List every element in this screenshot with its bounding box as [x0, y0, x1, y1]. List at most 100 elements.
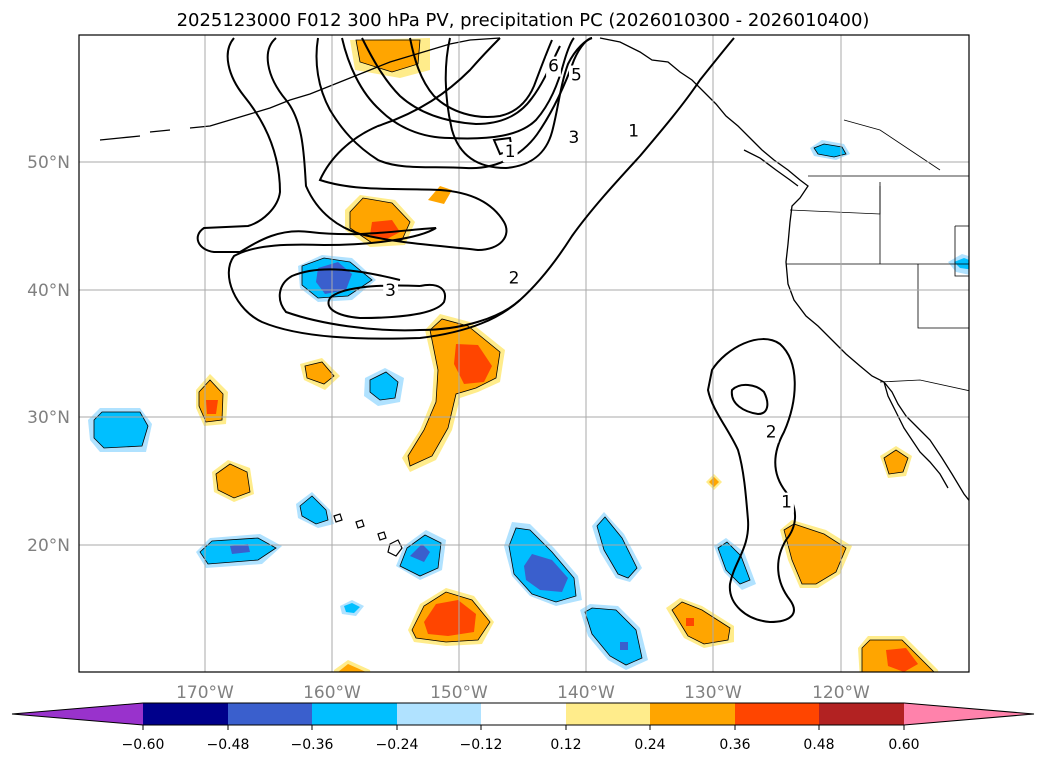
lon-label-170W: 170°W	[176, 683, 234, 703]
pv-label-background	[763, 422, 779, 443]
hawaii-island	[387, 539, 403, 557]
pv-label: 6	[548, 57, 559, 77]
colorbar-tick-label: −0.48	[207, 737, 250, 753]
precip-positive-area	[454, 344, 492, 384]
latitude-labels: 50°N 40°N 30°N 20°N	[27, 153, 70, 556]
precip-positive-area	[784, 524, 846, 584]
lon-label-140W: 140°W	[557, 683, 615, 703]
pv-label-background	[506, 268, 522, 289]
colorbar-tick-label: −0.60	[122, 737, 165, 753]
pv-contour-2	[266, 37, 521, 332]
precip-outline	[508, 527, 577, 603]
precip-outline	[783, 523, 847, 585]
precip-negative-area	[230, 544, 250, 554]
precip-outline	[399, 534, 442, 577]
precip-outline	[861, 639, 935, 672]
colorbar-ticks	[142, 725, 905, 730]
colorbar-segment	[819, 703, 904, 725]
pv-label: 2	[766, 423, 777, 443]
vancouver-island	[743, 149, 799, 187]
colorbar-tick-label: −0.12	[460, 737, 503, 753]
precip-negative-area	[410, 544, 430, 562]
colorbar: −0.60 −0.48 −0.36 −0.24 −0.12 0.12 0.24 …	[11, 702, 1035, 753]
precip-outline	[813, 143, 847, 158]
pv-contour-east-cutoff	[706, 338, 796, 624]
pv-contour-3	[315, 37, 593, 320]
state-border-ca-nv	[879, 182, 969, 329]
pv-label-background	[383, 281, 399, 301]
pv-contour-labels: 6 5 3 1 1 2 3 2 1	[383, 56, 794, 513]
colorbar-tick-label: 0.24	[634, 737, 665, 753]
precip-negative-area	[814, 144, 846, 157]
precip-positive-area	[886, 648, 918, 672]
precip-outline	[198, 379, 224, 423]
pv-contour-1-outer	[196, 37, 735, 340]
colorbar-tick-label: 0.60	[888, 737, 919, 753]
political-borders	[786, 119, 969, 392]
lat-label-50N: 50°N	[27, 153, 70, 173]
north-america-coastline	[599, 37, 969, 502]
precip-positive-area	[884, 450, 908, 474]
colorbar-tick-label: 0.48	[803, 737, 834, 753]
kauai-island	[333, 513, 343, 523]
lon-label-130W: 130°W	[684, 683, 742, 703]
colorbar-segment	[566, 703, 650, 725]
us-mexico-border	[879, 379, 969, 392]
precip-negative-area	[300, 496, 328, 524]
precip-outline	[671, 601, 731, 645]
maui-island	[377, 531, 387, 541]
pv-label-background	[568, 65, 584, 86]
lat-label-30N: 30°N	[27, 408, 70, 428]
precip-negative-area	[718, 542, 750, 584]
pv-label: 1	[505, 142, 516, 162]
pv-contour-6	[409, 37, 553, 118]
pv-label: 2	[509, 268, 520, 288]
precip-positive-area	[206, 400, 218, 414]
colorbar-segment	[143, 703, 228, 725]
pv-label-background	[779, 492, 794, 513]
precip-positive-area	[356, 40, 420, 72]
colorbar-tick-label: −0.24	[376, 737, 419, 753]
pv-label: 1	[628, 122, 639, 142]
precip-negative-area	[524, 554, 568, 592]
colorbar-segment	[650, 703, 735, 725]
pv-label-background	[502, 142, 518, 162]
precip-outlines	[93, 39, 935, 672]
pv-contours	[196, 37, 796, 624]
precip-negative-area	[620, 642, 628, 650]
precip-positive-area	[305, 362, 334, 384]
hawaiian-islands	[333, 513, 403, 557]
precip-outline	[717, 541, 751, 585]
pv-contour-5	[361, 37, 561, 126]
pv-contour-4	[341, 37, 575, 140]
precip-negative-area	[370, 372, 398, 400]
lat-label-40N: 40°N	[27, 281, 70, 301]
colorbar-segment	[12, 703, 143, 725]
colorbar-tick-label: 0.12	[550, 737, 581, 753]
coastlines	[99, 37, 969, 502]
colorbar-tick-label: 0.36	[719, 737, 750, 753]
longitude-labels: 170°W 160°W 150°W 140°W 130°W 120°W	[176, 683, 870, 703]
precip-outline	[407, 318, 501, 467]
pv-label: 1	[781, 493, 792, 513]
colorbar-segment	[904, 703, 1034, 725]
precip-negative-area	[597, 517, 637, 578]
figure-title: 2025123000 F012 300 hPa PV, precipitatio…	[177, 10, 870, 31]
pv-contour-east-inner	[730, 384, 769, 416]
colorbar-segment	[228, 703, 312, 725]
precip-outline	[299, 495, 329, 525]
pv-label-background	[626, 121, 642, 142]
pv-label: 3	[385, 281, 396, 301]
baja-peninsula-coast	[883, 381, 949, 489]
lon-label-120W: 120°W	[812, 683, 870, 703]
precip-outline	[304, 361, 335, 385]
precip-positive-area	[424, 600, 476, 636]
canada-provinces	[843, 119, 969, 277]
precip-outline	[596, 516, 638, 579]
colorbar-segment	[397, 703, 481, 725]
lon-label-160W: 160°W	[303, 683, 361, 703]
precip-outline	[355, 39, 421, 73]
pv-label-background	[546, 56, 561, 77]
precip-positive-area	[709, 477, 719, 487]
